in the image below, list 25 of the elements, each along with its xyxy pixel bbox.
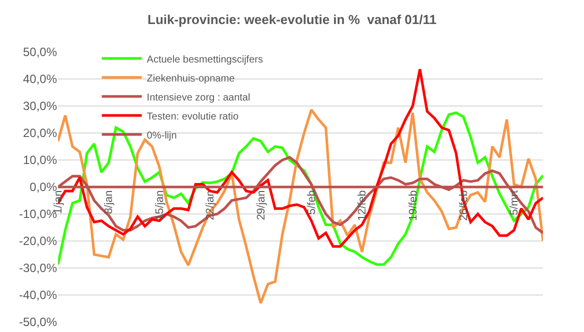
x-tick-label: 5/feb xyxy=(306,190,318,215)
x-tick-label: 15/jan xyxy=(154,190,166,220)
x-tick-label: 12/feb xyxy=(356,190,369,221)
y-tick-label: 10,0% xyxy=(22,153,58,168)
x-tick-label: 29/jan xyxy=(255,190,268,220)
y-tick-label: 40,0% xyxy=(22,72,58,86)
legend-label: 0%-lijn xyxy=(146,130,177,142)
x-tick-label: 5/mrt xyxy=(508,190,521,216)
x-tick-label: 8/jan xyxy=(103,190,116,214)
legend-label: Actuele besmettingscijfers xyxy=(146,54,263,66)
legend-label: Ziekenhuis-opname xyxy=(146,73,236,84)
chart-title: Luik-provincie: week-evolutie in % vanaf 01/11 xyxy=(148,12,436,28)
y-tick-label: 20,0% xyxy=(22,126,58,140)
y-tick-label: 30,0% xyxy=(22,99,58,114)
y-tick-label: -30,0% xyxy=(18,261,58,276)
y-tick-label: -20,0% xyxy=(18,234,58,248)
x-tick-label: 26/feb xyxy=(458,190,470,221)
legend-label: Intensieve zorg : aantal xyxy=(146,92,250,104)
y-tick-label: -40,0% xyxy=(18,288,58,302)
legend-label: Testen: evolutie ratio xyxy=(146,111,239,122)
y-tick-label: 0,0% xyxy=(30,180,58,194)
x-tick-label: 19/feb xyxy=(407,190,420,221)
x-tick-label: 22/jan xyxy=(204,190,217,220)
y-tick-label: -50,0% xyxy=(18,315,58,330)
y-tick-label: 50,0% xyxy=(22,45,58,60)
